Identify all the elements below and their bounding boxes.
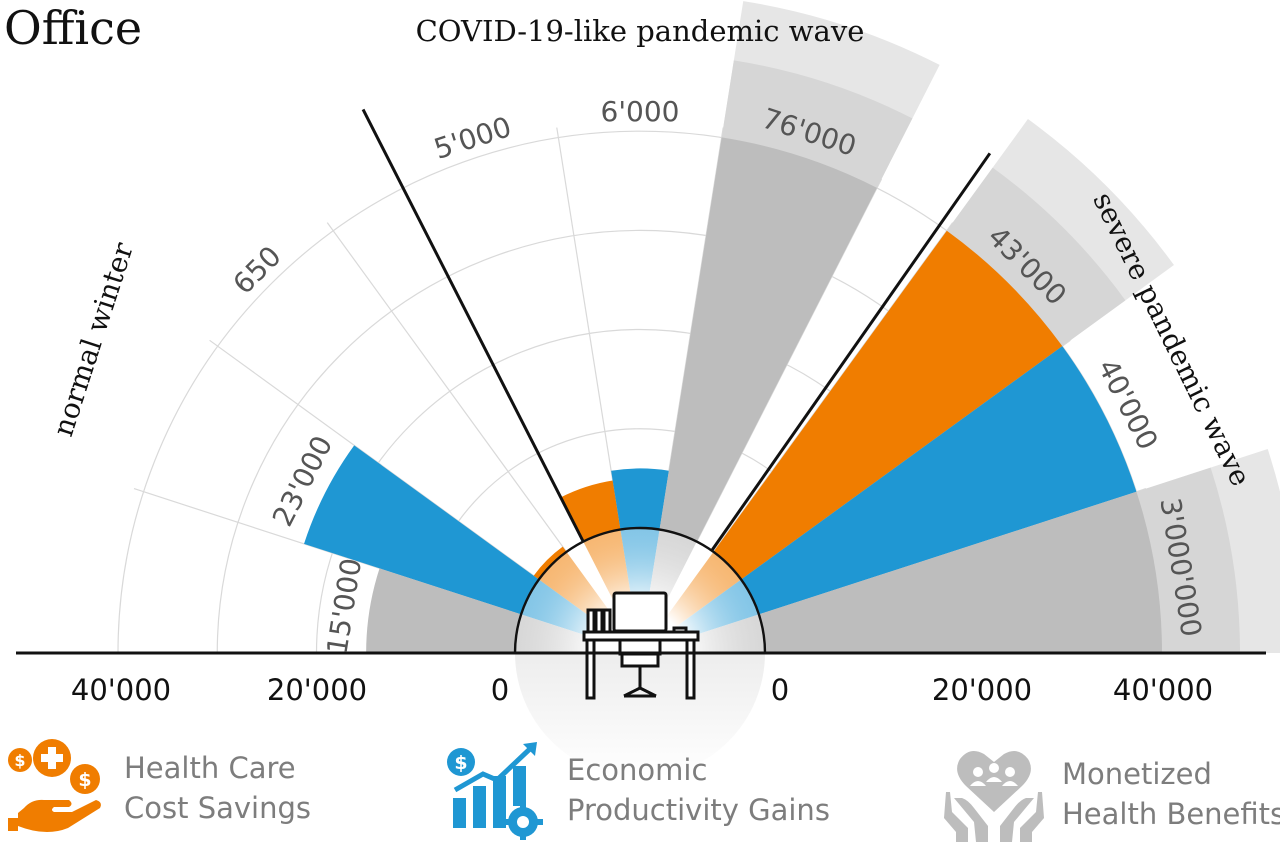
grid-spoke	[326, 222, 568, 553]
scenario-label: normal winter	[46, 238, 140, 440]
svg-text:$: $	[78, 769, 91, 791]
productivity-chart-icon: $	[447, 742, 543, 840]
x-tick-label: 20'000	[932, 673, 1032, 707]
legend-label-line1: Economic	[567, 753, 708, 787]
legend-label-line2: Health Benefits	[1062, 797, 1280, 831]
center-fade	[640, 614, 765, 653]
value-label: 5'000	[430, 110, 515, 166]
value-label: 650	[227, 240, 288, 301]
scenario-divider	[361, 108, 585, 543]
legend-item-health-care: $ $ Health Care Cost Savings	[6, 738, 311, 838]
legend-label-line2: Productivity Gains	[567, 793, 830, 827]
center-fade	[515, 614, 640, 653]
x-tick-label: 40'000	[1113, 673, 1213, 707]
sector-monetized-health-benefits	[758, 491, 1162, 653]
legend-label-line2: Cost Savings	[124, 791, 311, 825]
svg-text:$: $	[454, 752, 467, 774]
grid-spoke	[556, 127, 622, 530]
center-outline	[513, 526, 767, 654]
heart-hands-icon	[944, 750, 1044, 842]
sector-health-care-cost-savings	[713, 230, 1063, 580]
value-label: 6'000	[601, 95, 680, 128]
sector-monetized-health-benefits	[366, 568, 522, 653]
x-tick-label: 40'000	[71, 673, 171, 707]
sector-monetized-health-benefits	[659, 137, 877, 542]
chart-title: Office	[4, 1, 143, 55]
x-tick-label: 20'000	[267, 673, 367, 707]
legend-label-line1: Health Care	[124, 751, 296, 785]
legend-item-health-benefits: Monetized Health Benefits	[944, 742, 1280, 846]
legend-label-line1: Monetized	[1062, 757, 1212, 791]
x-tick-label: 0	[771, 673, 789, 707]
sector-health-care-cost-savings	[533, 546, 567, 580]
scenario-divider	[710, 152, 992, 552]
ground-shadow	[515, 653, 765, 778]
legend-item-productivity: $ Economic Productivity Gains	[445, 740, 830, 840]
center-fade	[620, 528, 660, 653]
office-desk-icon	[582, 591, 700, 700]
sector-economic-productivity-gains	[741, 346, 1137, 615]
health-care-savings-icon: $ $	[8, 739, 101, 833]
sector-economic-productivity-gains	[304, 445, 539, 615]
sector-economic-productivity-gains	[611, 468, 669, 530]
scenario-label: COVID-19-like pandemic wave	[416, 14, 865, 48]
svg-text:$: $	[14, 751, 25, 770]
x-tick-label: 0	[491, 673, 509, 707]
